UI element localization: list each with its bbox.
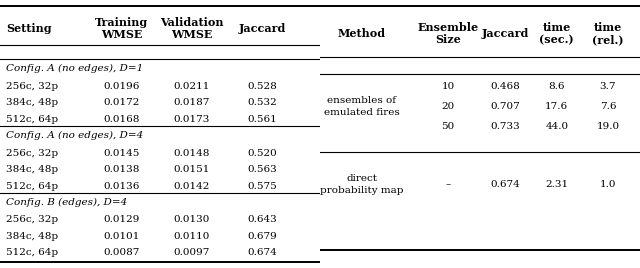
Text: 0.0130: 0.0130 [174,215,210,224]
Text: Config. B (edges), D=4: Config. B (edges), D=4 [6,198,127,207]
Text: direct
probability map: direct probability map [320,174,403,195]
Text: 0.0087: 0.0087 [104,248,140,258]
Text: 256c, 32p: 256c, 32p [6,82,58,91]
Text: time
(rel.): time (rel.) [592,22,624,45]
Text: ensembles of
emulated fires: ensembles of emulated fires [324,96,399,117]
Text: –: – [445,180,451,189]
Text: 0.532: 0.532 [248,98,277,107]
Text: 0.0196: 0.0196 [104,82,140,91]
Text: 2.31: 2.31 [545,180,568,189]
Text: 0.0168: 0.0168 [104,115,140,124]
Text: 0.733: 0.733 [491,122,520,131]
Text: Jaccard: Jaccard [239,23,286,34]
Text: Training
WMSE: Training WMSE [95,17,148,40]
Text: 50: 50 [442,122,454,131]
Text: 0.0110: 0.0110 [174,232,210,241]
Text: 0.0148: 0.0148 [174,149,210,158]
Text: 0.0173: 0.0173 [174,115,210,124]
Text: 512c, 64p: 512c, 64p [6,182,58,191]
Text: 44.0: 44.0 [545,122,568,131]
Text: 3.7: 3.7 [600,82,616,91]
Text: 0.561: 0.561 [248,115,277,124]
Text: Setting: Setting [6,23,52,34]
Text: 384c, 48p: 384c, 48p [6,232,58,241]
Text: Jaccard: Jaccard [482,28,529,39]
Text: 20: 20 [442,102,454,111]
Text: time
(sec.): time (sec.) [540,22,574,45]
Text: 19.0: 19.0 [596,122,620,131]
Text: 0.643: 0.643 [248,215,277,224]
Text: 17.6: 17.6 [545,102,568,111]
Text: Method: Method [337,28,386,39]
Text: 0.0101: 0.0101 [104,232,140,241]
Text: 0.468: 0.468 [491,82,520,91]
Text: 0.0142: 0.0142 [174,182,210,191]
Text: Config. A (no edges), D=4: Config. A (no edges), D=4 [6,131,143,140]
Text: 8.6: 8.6 [548,82,565,91]
Text: 0.707: 0.707 [491,102,520,111]
Text: 0.674: 0.674 [491,180,520,189]
Text: 512c, 64p: 512c, 64p [6,248,58,258]
Text: 0.563: 0.563 [248,165,277,174]
Text: 256c, 32p: 256c, 32p [6,215,58,224]
Text: 256c, 32p: 256c, 32p [6,149,58,158]
Text: 0.0097: 0.0097 [174,248,210,258]
Text: 0.575: 0.575 [248,182,277,191]
Text: 7.6: 7.6 [600,102,616,111]
Text: 0.674: 0.674 [248,248,277,258]
Text: 0.0172: 0.0172 [104,98,140,107]
Text: 0.679: 0.679 [248,232,277,241]
Text: 0.528: 0.528 [248,82,277,91]
Text: 0.0151: 0.0151 [174,165,210,174]
Text: 0.520: 0.520 [248,149,277,158]
Text: 1.0: 1.0 [600,180,616,189]
Text: 512c, 64p: 512c, 64p [6,115,58,124]
Text: 10: 10 [442,82,454,91]
Text: 0.0211: 0.0211 [174,82,210,91]
Text: Config. A (no edges), D=1: Config. A (no edges), D=1 [6,64,143,73]
Text: 0.0145: 0.0145 [104,149,140,158]
Text: Validation
WMSE: Validation WMSE [160,17,224,40]
Text: Ensemble
Size: Ensemble Size [417,22,479,45]
Text: 0.0129: 0.0129 [104,215,140,224]
Text: 384c, 48p: 384c, 48p [6,165,58,174]
Text: 384c, 48p: 384c, 48p [6,98,58,107]
Text: 0.0138: 0.0138 [104,165,140,174]
Text: 0.0187: 0.0187 [174,98,210,107]
Text: 0.0136: 0.0136 [104,182,140,191]
